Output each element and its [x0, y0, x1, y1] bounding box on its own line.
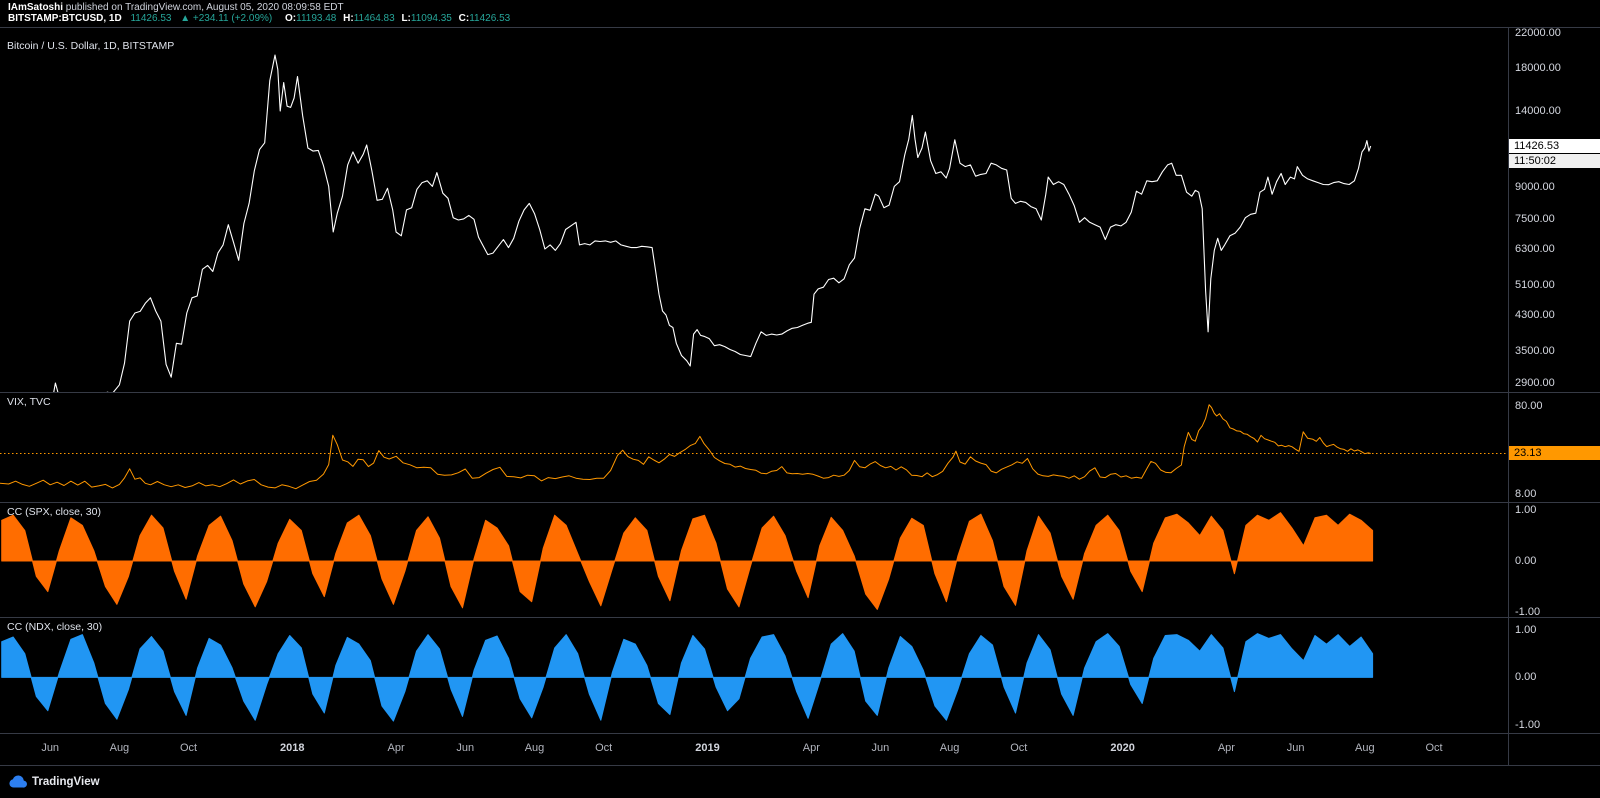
open-label: O: — [285, 13, 297, 24]
legend-cc-ndx[interactable]: CC (NDX, close, 30) — [7, 621, 103, 633]
time-axis-tick: 2019 — [695, 742, 720, 754]
high-value: 11464.83 — [353, 13, 395, 24]
btc-axis-tick: 6300.00 — [1515, 242, 1555, 255]
ndx-series — [1, 633, 1374, 722]
btc-axis-tick: 22000.00 — [1515, 26, 1561, 39]
spx-axis-tick: 0.00 — [1515, 555, 1537, 568]
high-label: H: — [343, 13, 354, 24]
close-value: 11426.53 — [469, 13, 511, 24]
time-axis-tick: Oct — [595, 742, 613, 754]
time-axis[interactable]: Jun Aug Oct 2018 Apr Jun Aug Oct 2019 Apr Jun Aug Oc… — [0, 733, 1600, 765]
time-axis-tick: 2018 — [280, 742, 305, 754]
close-label: C: — [458, 13, 470, 24]
time-axis-tick: Oct — [179, 742, 198, 754]
pane-divider[interactable] — [0, 392, 1600, 393]
pane-divider — [0, 765, 1600, 766]
time-axis-tick: Apr — [387, 742, 405, 754]
btc-axis-tick: 14000.00 — [1515, 105, 1561, 118]
price-axis[interactable]: 22000.00 18000.00 14000.00 9000.00 7500.00 63… — [1509, 0, 1600, 765]
publish-info: published on TradingView.com, August 05,… — [63, 2, 344, 13]
pane-divider[interactable] — [0, 617, 1600, 618]
ndx-axis-tick: 0.00 — [1515, 671, 1537, 684]
btc-axis-tick: 7500.00 — [1515, 212, 1555, 225]
time-axis-tick: 2020 — [1110, 742, 1135, 754]
ndx-axis-tick: 1.00 — [1515, 623, 1537, 636]
price-change: ▲ +234.11 (+2.09%) — [180, 13, 273, 24]
tradingview-logo-icon[interactable] — [8, 774, 27, 789]
low-value: 11094.35 — [410, 13, 452, 24]
time-axis-tick: Aug — [939, 742, 960, 754]
author-name: IAmSatoshi — [8, 2, 64, 13]
time-axis-tick: Aug — [1355, 742, 1375, 754]
publish-header: IAmSatoshi published on TradingView.com,… — [8, 2, 344, 13]
axis-separator — [1508, 27, 1509, 765]
btc-last-price-badge: 11426.53 — [1509, 139, 1600, 154]
btc-axis-tick: 2900.00 — [1515, 377, 1555, 389]
time-axis-tick: Aug — [524, 742, 545, 754]
pane-divider — [0, 733, 1600, 734]
countdown-badge: 11:50:02 — [1509, 154, 1600, 169]
time-axis-tick: Apr — [802, 742, 820, 754]
low-label: L: — [401, 13, 411, 24]
vix-axis-tick: 8.00 — [1515, 488, 1537, 501]
symbol-header: BITSTAMP:BTCUSD, 1D 11426.53 ▲ +234.11 (… — [8, 13, 510, 24]
pane-divider — [0, 27, 1600, 28]
time-axis-tick: Jun — [871, 742, 890, 754]
time-axis-tick: Oct — [1010, 742, 1028, 754]
pane-divider[interactable] — [0, 502, 1600, 503]
time-axis-tick: Oct — [1425, 742, 1443, 754]
spx-axis-tick: -1.00 — [1515, 605, 1541, 618]
last-price: 11426.53 — [130, 13, 172, 24]
btc-series — [53, 54, 1372, 392]
spx-series — [1, 512, 1374, 610]
vix-axis-tick: 80.00 — [1515, 400, 1543, 412]
open-value: 11193.48 — [296, 13, 337, 24]
btc-axis-tick: 4300.00 — [1515, 308, 1555, 321]
time-axis-tick: Jun — [1286, 742, 1305, 754]
btc-axis-tick: 9000.00 — [1515, 181, 1555, 194]
legend-btc[interactable]: Bitcoin / U.S. Dollar, 1D, BITSTAMP — [7, 40, 175, 52]
btc-axis-tick: 18000.00 — [1515, 61, 1561, 74]
btc-axis-tick: 5100.00 — [1515, 279, 1555, 292]
legend-vix[interactable]: VIX, TVC — [7, 396, 51, 408]
symbol-label[interactable]: BITSTAMP:BTCUSD, 1D — [8, 13, 122, 24]
time-axis-tick: Jun — [456, 742, 475, 754]
vix-value-badge: 23.13 — [1509, 446, 1600, 461]
legend-cc-spx[interactable]: CC (SPX, close, 30) — [7, 506, 101, 518]
tradingview-wordmark[interactable]: TradingView — [32, 775, 100, 788]
branding-bar: TradingView — [0, 765, 1600, 798]
ndx-axis-tick: -1.00 — [1515, 718, 1541, 731]
spx-axis-tick: 1.00 — [1515, 504, 1537, 517]
vix-series — [0, 404, 1371, 490]
time-axis-tick: Apr — [1217, 742, 1235, 754]
btc-axis-tick: 3500.00 — [1515, 344, 1555, 357]
chart-canvas[interactable] — [0, 0, 1508, 765]
time-axis-tick: Aug — [109, 742, 130, 754]
time-axis-tick: Jun — [41, 742, 60, 754]
